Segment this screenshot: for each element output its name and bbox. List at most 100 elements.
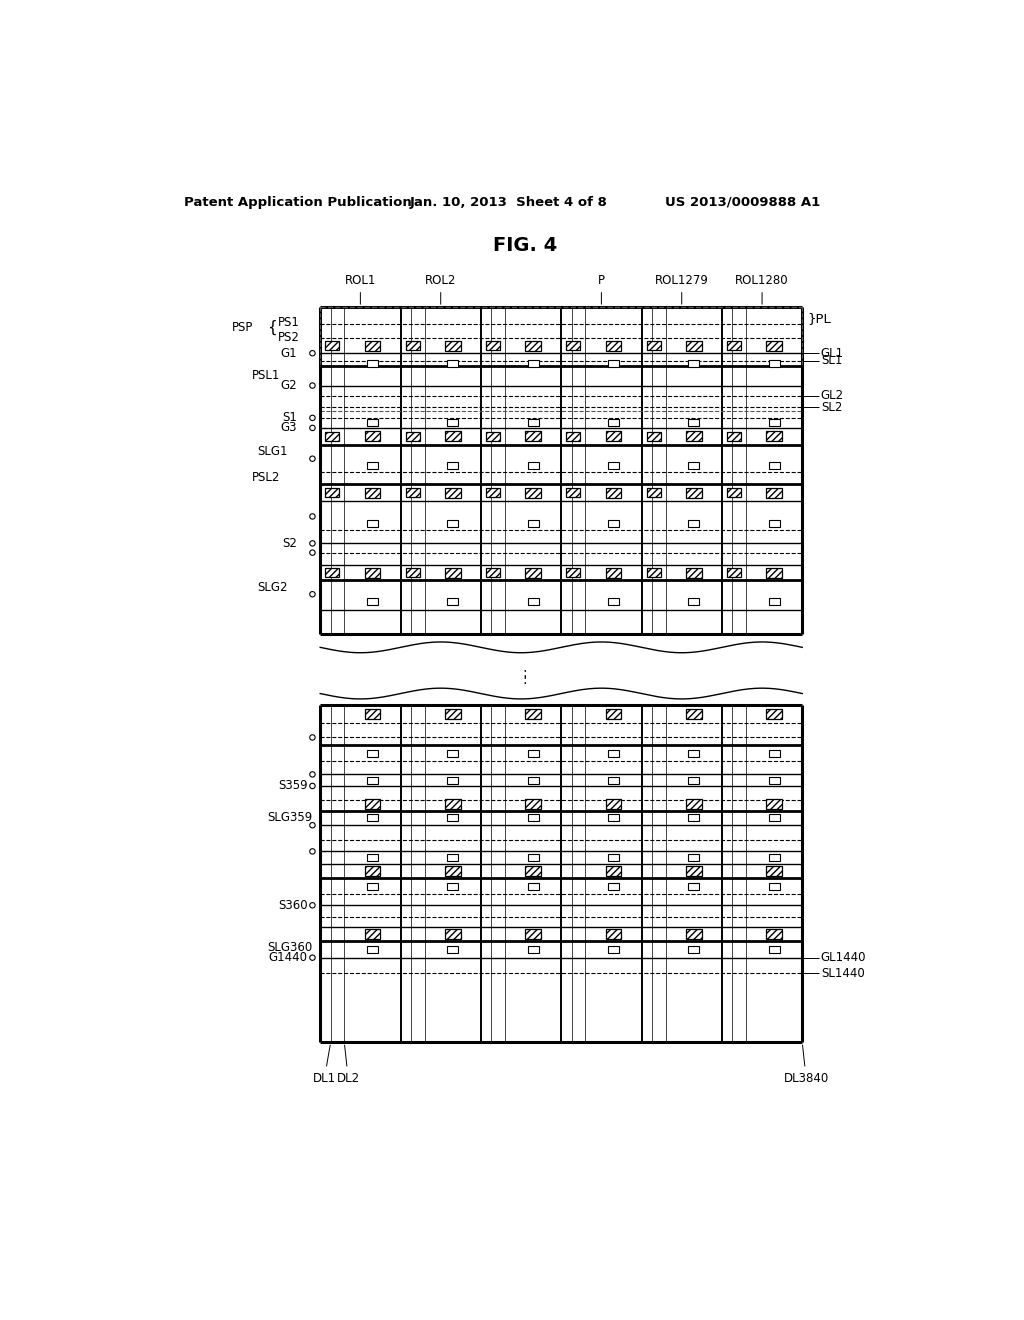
Bar — [365, 487, 380, 498]
Bar — [406, 341, 420, 350]
Bar — [525, 709, 541, 719]
Text: GL1440: GL1440 — [821, 952, 866, 964]
Text: S2: S2 — [282, 537, 297, 550]
Bar — [525, 568, 541, 578]
Bar — [766, 432, 782, 441]
Bar — [365, 432, 380, 441]
Text: ROL2: ROL2 — [425, 275, 457, 304]
Bar — [606, 866, 622, 876]
Bar — [447, 776, 458, 784]
Bar — [406, 432, 420, 441]
Bar — [447, 814, 458, 821]
Bar — [769, 750, 779, 756]
Bar — [486, 488, 500, 498]
Bar — [365, 568, 380, 578]
Bar — [525, 799, 541, 809]
Bar — [367, 776, 378, 784]
Bar — [486, 341, 500, 350]
Bar — [686, 432, 701, 441]
Bar — [525, 341, 541, 351]
Bar — [608, 814, 618, 821]
Bar — [527, 883, 539, 890]
Bar — [769, 814, 779, 821]
Text: Patent Application Publication: Patent Application Publication — [183, 195, 412, 209]
Bar — [608, 420, 618, 426]
Bar — [367, 598, 378, 606]
Bar — [686, 487, 701, 498]
Bar — [606, 341, 622, 351]
Bar — [606, 568, 622, 578]
Bar — [769, 854, 779, 861]
Bar — [367, 750, 378, 756]
Text: DL1: DL1 — [313, 1045, 336, 1085]
Bar — [486, 568, 500, 577]
Text: SLG1: SLG1 — [257, 445, 288, 458]
Bar — [527, 598, 539, 606]
Bar — [365, 799, 380, 809]
Bar — [527, 854, 539, 861]
Bar — [688, 360, 699, 367]
Bar — [447, 750, 458, 756]
Bar — [646, 341, 660, 350]
Bar — [688, 750, 699, 756]
Text: :: : — [522, 673, 527, 688]
Bar — [527, 462, 539, 469]
Bar — [727, 568, 741, 577]
Bar — [686, 929, 701, 939]
Bar — [769, 883, 779, 890]
Bar — [445, 341, 461, 351]
Bar — [367, 854, 378, 861]
Bar — [769, 462, 779, 469]
Bar — [606, 432, 622, 441]
Bar — [445, 432, 461, 441]
Bar — [367, 814, 378, 821]
Text: SLG360: SLG360 — [267, 941, 312, 954]
Bar — [688, 854, 699, 861]
Text: P: P — [598, 275, 605, 304]
Bar — [608, 883, 618, 890]
Bar — [688, 520, 699, 527]
Bar — [688, 814, 699, 821]
Bar — [365, 341, 380, 351]
Bar — [365, 709, 380, 719]
Bar — [525, 929, 541, 939]
Bar — [686, 568, 701, 578]
Bar — [445, 568, 461, 578]
Bar — [606, 341, 622, 351]
Text: SLG359: SLG359 — [267, 810, 312, 824]
Bar — [525, 866, 541, 876]
Bar — [365, 432, 380, 441]
Bar — [688, 883, 699, 890]
Bar — [486, 432, 500, 441]
Bar — [406, 488, 420, 498]
Bar — [727, 432, 741, 441]
Bar — [447, 598, 458, 606]
Text: G1: G1 — [281, 347, 297, 360]
Bar — [769, 420, 779, 426]
Text: PSL1: PSL1 — [252, 370, 281, 381]
Bar — [606, 487, 622, 498]
Bar — [686, 709, 701, 719]
Bar — [445, 799, 461, 809]
Bar — [525, 432, 541, 441]
Bar — [608, 750, 618, 756]
Bar — [445, 929, 461, 939]
Text: S360: S360 — [279, 899, 308, 912]
Bar — [606, 929, 622, 939]
Bar — [525, 709, 541, 719]
Text: GL2: GL2 — [821, 389, 844, 403]
Bar — [646, 432, 660, 441]
Bar — [365, 709, 380, 719]
Bar — [727, 432, 741, 441]
Bar — [445, 487, 461, 498]
Bar — [566, 341, 581, 350]
Bar — [727, 488, 741, 498]
Bar — [686, 799, 701, 809]
Bar — [365, 341, 380, 351]
Text: PSP: PSP — [232, 321, 254, 334]
Bar — [608, 462, 618, 469]
Bar — [365, 929, 380, 939]
Bar — [445, 799, 461, 809]
Bar — [447, 420, 458, 426]
Bar — [447, 854, 458, 861]
